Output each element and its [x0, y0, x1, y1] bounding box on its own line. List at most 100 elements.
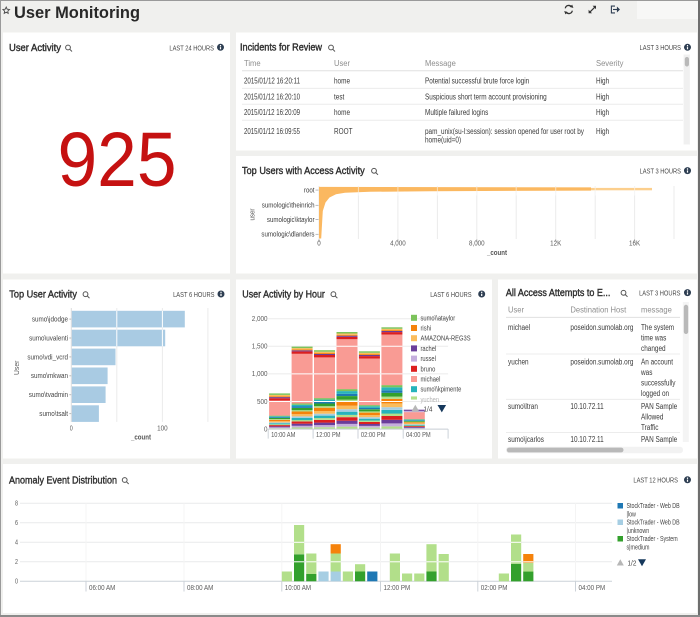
svg-text:User: User	[12, 360, 21, 375]
svg-text:yuchen: yuchen	[508, 357, 529, 366]
svg-text:08:00 AM: 08:00 AM	[187, 585, 213, 592]
svg-text:925: 925	[58, 117, 177, 203]
svg-text:Message: Message	[425, 59, 456, 68]
svg-text:Top Users with Access Activity: Top Users with Access Activity	[242, 165, 365, 177]
svg-text:LAST 6 HOURS: LAST 6 HOURS	[173, 292, 215, 299]
svg-text:rishi: rishi	[421, 324, 432, 333]
svg-text:12K: 12K	[550, 241, 561, 248]
svg-text:16K: 16K	[629, 241, 640, 248]
svg-text:sumo\tsalt: sumo\tsalt	[39, 411, 68, 418]
svg-text:User: User	[334, 59, 350, 68]
svg-text:8,000: 8,000	[469, 241, 485, 248]
svg-text:root: root	[304, 187, 315, 194]
svg-text:StockTrader - Web DB: StockTrader - Web DB	[627, 503, 680, 510]
svg-text:s|medium: s|medium	[627, 545, 650, 552]
svg-text:1,500: 1,500	[252, 344, 268, 351]
svg-text:2: 2	[15, 559, 18, 566]
svg-text:The system: The system	[641, 323, 674, 332]
svg-text:An account: An account	[641, 357, 674, 366]
svg-text:Incidents for Review: Incidents for Review	[240, 42, 322, 54]
svg-text:Anomaly Event Distribution: Anomaly Event Distribution	[9, 474, 117, 486]
svg-text:pam_unix(su-l:session): sessio: pam_unix(su-l:session): session opened f…	[425, 127, 584, 136]
svg-text:User Activity by Hour: User Activity by Hour	[242, 289, 325, 301]
svg-text:All Access Attempts to E...: All Access Attempts to E...	[506, 287, 611, 299]
svg-text:High: High	[596, 76, 609, 85]
svg-text:10:00 AM: 10:00 AM	[271, 432, 295, 439]
svg-text:LAST 3 HOURS: LAST 3 HOURS	[639, 290, 681, 297]
svg-text:rachel: rachel	[421, 344, 437, 353]
svg-text:2015/01/12 16:20:11: 2015/01/12 16:20:11	[244, 76, 300, 85]
svg-text:LAST 24 HOURS: LAST 24 HOURS	[169, 45, 214, 52]
svg-text:sumo\ltran: sumo\ltran	[508, 402, 538, 411]
svg-text:4,000: 4,000	[390, 241, 406, 248]
svg-text:4: 4	[15, 540, 18, 547]
svg-text:0: 0	[317, 241, 321, 248]
svg-text:michael: michael	[421, 375, 441, 384]
svg-text:100: 100	[157, 425, 168, 432]
svg-text:sumo\\kpimente: sumo\\kpimente	[421, 385, 462, 394]
svg-text:10.10.72.11: 10.10.72.11	[570, 435, 604, 444]
svg-text:User Activity: User Activity	[9, 42, 62, 54]
svg-text:High: High	[596, 92, 609, 101]
svg-text:06:00 AM: 06:00 AM	[89, 585, 115, 592]
svg-text:04:00 PM: 04:00 PM	[406, 432, 431, 439]
svg-text:12:00 PM: 12:00 PM	[384, 585, 411, 592]
svg-text:time was: time was	[641, 334, 666, 343]
svg-text:sumologic\dlanders: sumologic\dlanders	[261, 232, 315, 239]
svg-text:sumo\mkwan: sumo\mkwan	[31, 373, 68, 380]
svg-text:StockTrader - Web DB: StockTrader - Web DB	[627, 520, 680, 527]
svg-text:LAST 6 HOURS: LAST 6 HOURS	[430, 292, 472, 299]
svg-text:02:00 PM: 02:00 PM	[361, 432, 386, 439]
svg-text:michael: michael	[508, 323, 530, 332]
svg-text:sumologic\theinrich: sumologic\theinrich	[262, 203, 315, 210]
svg-text:sumo\tvadmin: sumo\tvadmin	[29, 392, 68, 399]
svg-text:ROOT: ROOT	[334, 127, 353, 136]
svg-text:User Monitoring: User Monitoring	[14, 3, 140, 22]
svg-text:Suspicious short term account: Suspicious short term account provisioni…	[425, 92, 547, 101]
svg-text:home: home	[334, 108, 350, 117]
svg-text:changed: changed	[641, 344, 666, 353]
svg-text:Time: Time	[244, 59, 261, 68]
svg-text:_count: _count	[486, 250, 507, 257]
svg-text:sumo\\ataylor: sumo\\ataylor	[421, 313, 456, 322]
svg-text:02:00 PM: 02:00 PM	[481, 585, 508, 592]
svg-text:2015/01/12 16:20:09: 2015/01/12 16:20:09	[244, 108, 300, 117]
svg-text:Traffic: Traffic	[641, 423, 658, 432]
svg-text:sumo\jcarlos: sumo\jcarlos	[508, 435, 544, 444]
svg-text:yuchen: yuchen	[421, 395, 440, 404]
svg-text:StockTrader - System: StockTrader - System	[627, 536, 678, 543]
svg-text:AMAZONA-REG3S: AMAZONA-REG3S	[421, 334, 471, 343]
svg-text:PAN Sample: PAN Sample	[641, 435, 678, 444]
svg-text:6: 6	[15, 520, 18, 527]
svg-text:LAST 12 HOURS: LAST 12 HOURS	[633, 478, 678, 485]
svg-text:12:00 PM: 12:00 PM	[316, 432, 341, 439]
svg-text:1,000: 1,000	[252, 371, 268, 378]
svg-text:High: High	[596, 108, 609, 117]
svg-text:sumo\vdi_vcrd: sumo\vdi_vcrd	[27, 354, 68, 361]
svg-text:poseidon.sumolab.org: poseidon.sumolab.org	[570, 323, 633, 332]
svg-text:LAST 3 HOURS: LAST 3 HOURS	[640, 169, 682, 176]
svg-text:High: High	[596, 127, 609, 136]
svg-text:Destination Host: Destination Host	[570, 305, 627, 314]
svg-text:user: user	[249, 208, 256, 221]
svg-text:1/4: 1/4	[424, 405, 433, 414]
svg-text:message: message	[641, 305, 672, 314]
svg-text:Potential successful brute for: Potential successful brute force login	[425, 76, 529, 85]
svg-text:home: home	[334, 76, 350, 85]
svg-text:poseidon.sumolab.org: poseidon.sumolab.org	[570, 357, 633, 366]
svg-text:Multiple failured logins: Multiple failured logins	[425, 108, 488, 117]
svg-text:bruno: bruno	[421, 364, 436, 373]
svg-text:russel: russel	[421, 354, 437, 363]
svg-text:PAN Sample: PAN Sample	[641, 402, 678, 411]
svg-text:2015/01/12 16:09:55: 2015/01/12 16:09:55	[244, 127, 300, 136]
svg-text:Top User Activity: Top User Activity	[9, 289, 77, 301]
svg-text:sumologic\ktaylor: sumologic\ktaylor	[267, 217, 315, 224]
svg-text:04:00 PM: 04:00 PM	[579, 585, 606, 592]
svg-text:_count: _count	[130, 432, 151, 441]
svg-text:10:00 AM: 10:00 AM	[285, 585, 311, 592]
svg-text:home(uid=0): home(uid=0)	[425, 136, 461, 145]
svg-text:was: was	[640, 368, 652, 377]
svg-text:successfully: successfully	[641, 378, 676, 387]
svg-text:User: User	[508, 305, 524, 314]
svg-text:500: 500	[257, 399, 268, 406]
